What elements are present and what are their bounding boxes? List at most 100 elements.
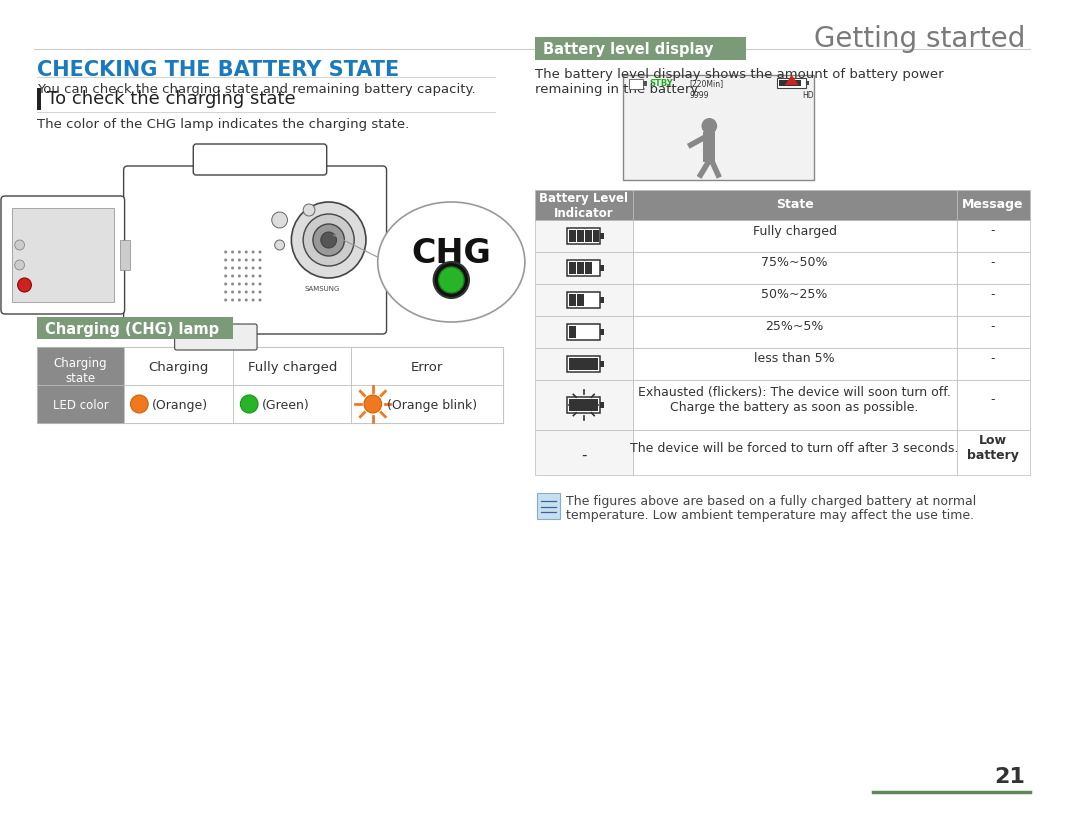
Text: Battery level display: Battery level display — [542, 42, 713, 57]
Bar — [633, 252, 957, 284]
Bar — [957, 190, 1030, 220]
Bar — [567, 356, 600, 372]
Bar — [535, 348, 633, 380]
Text: The battery level display shows the amount of battery power: The battery level display shows the amou… — [535, 68, 943, 81]
Bar — [569, 262, 576, 274]
Circle shape — [238, 258, 241, 262]
Circle shape — [238, 251, 241, 253]
Circle shape — [238, 290, 241, 294]
Circle shape — [258, 266, 261, 270]
Bar — [535, 316, 633, 348]
Circle shape — [303, 214, 354, 266]
Bar — [537, 493, 561, 519]
Circle shape — [245, 258, 247, 262]
Circle shape — [245, 299, 247, 301]
FancyBboxPatch shape — [123, 166, 387, 334]
Circle shape — [231, 282, 234, 285]
Circle shape — [238, 266, 241, 270]
Bar — [633, 380, 957, 430]
FancyArrow shape — [785, 75, 798, 93]
Circle shape — [274, 240, 284, 250]
Text: -: - — [990, 394, 995, 407]
Circle shape — [252, 282, 255, 285]
Circle shape — [252, 290, 255, 294]
Bar — [577, 262, 584, 274]
Circle shape — [252, 266, 255, 270]
Text: [220Min]: [220Min] — [690, 79, 724, 88]
Bar — [535, 220, 633, 252]
Bar — [123, 347, 233, 385]
Text: 21: 21 — [995, 767, 1025, 787]
FancyBboxPatch shape — [1, 196, 124, 314]
Circle shape — [225, 282, 227, 285]
Circle shape — [231, 299, 234, 301]
Bar — [567, 397, 600, 413]
Bar — [633, 220, 957, 252]
Circle shape — [231, 251, 234, 253]
Bar — [535, 190, 633, 220]
Text: (Orange): (Orange) — [152, 399, 208, 412]
Text: Error: Error — [410, 361, 443, 374]
Bar — [569, 358, 598, 370]
Bar — [703, 132, 715, 162]
Bar — [600, 233, 605, 239]
Text: -: - — [990, 257, 995, 270]
Text: CHECKING THE BATTERY STATE: CHECKING THE BATTERY STATE — [38, 60, 400, 80]
Bar — [577, 294, 584, 306]
Circle shape — [258, 290, 261, 294]
Bar — [569, 294, 576, 306]
Text: Exhausted (flickers): The device will soon turn off.
Charge the battery as soon : Exhausted (flickers): The device will so… — [638, 386, 951, 414]
Text: You can check the charging state and remaining battery capacity.: You can check the charging state and rem… — [38, 83, 476, 96]
Circle shape — [225, 251, 227, 253]
Text: Battery Level
Indicator: Battery Level Indicator — [539, 192, 629, 220]
Bar — [584, 230, 592, 242]
Circle shape — [245, 251, 247, 253]
Bar — [623, 75, 814, 180]
Bar — [38, 317, 233, 339]
Bar — [600, 297, 605, 303]
Circle shape — [225, 299, 227, 301]
Circle shape — [15, 240, 25, 250]
Text: -: - — [990, 224, 995, 238]
Bar — [957, 380, 1030, 430]
Text: Getting started: Getting started — [814, 25, 1025, 53]
Bar — [38, 347, 503, 423]
Bar — [633, 190, 957, 220]
Bar — [535, 380, 633, 430]
Circle shape — [231, 258, 234, 262]
Circle shape — [252, 258, 255, 262]
Circle shape — [321, 232, 337, 248]
Text: CHG: CHG — [411, 237, 491, 270]
Text: LED color: LED color — [53, 399, 108, 412]
Text: Fully charged: Fully charged — [247, 361, 337, 374]
Text: remaining in the battery.: remaining in the battery. — [535, 83, 700, 96]
Circle shape — [252, 251, 255, 253]
Circle shape — [434, 262, 469, 298]
Text: The color of the CHG lamp indicates the charging state.: The color of the CHG lamp indicates the … — [38, 118, 409, 131]
Text: Charging: Charging — [148, 361, 208, 374]
Bar — [633, 430, 957, 475]
Bar — [600, 361, 605, 367]
Bar — [233, 347, 351, 385]
Circle shape — [364, 395, 381, 413]
Circle shape — [15, 260, 25, 270]
Circle shape — [238, 282, 241, 285]
Text: (Green): (Green) — [262, 399, 310, 412]
Bar — [567, 260, 600, 276]
Circle shape — [225, 275, 227, 277]
Circle shape — [131, 395, 148, 413]
Circle shape — [225, 258, 227, 262]
Bar — [957, 316, 1030, 348]
FancyBboxPatch shape — [193, 144, 327, 175]
Bar — [779, 80, 800, 86]
Text: 75%~50%: 75%~50% — [761, 257, 828, 270]
Text: -: - — [990, 352, 995, 365]
Circle shape — [241, 395, 258, 413]
Text: -: - — [990, 320, 995, 333]
Bar — [957, 348, 1030, 380]
Circle shape — [238, 299, 241, 301]
Text: (Orange blink): (Orange blink) — [387, 399, 476, 412]
Bar — [351, 385, 503, 423]
Bar — [569, 326, 576, 338]
Circle shape — [438, 267, 464, 293]
